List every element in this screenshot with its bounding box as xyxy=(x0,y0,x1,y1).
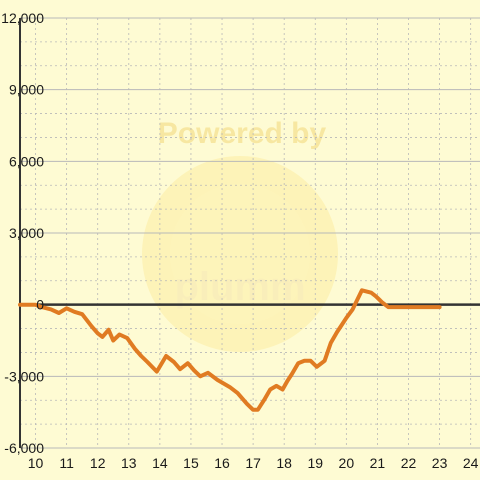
x-tick-label: 23 xyxy=(432,455,448,471)
watermark-powered-by-text: Powered by xyxy=(158,117,327,150)
axes xyxy=(19,18,480,448)
x-tick-label: 10 xyxy=(28,455,44,471)
y-tick-label: 6,000 xyxy=(9,153,44,169)
grid xyxy=(20,17,480,449)
y-tick-label: 9,000 xyxy=(9,82,44,98)
x-tick-label: 17 xyxy=(245,455,261,471)
x-tick-label: 18 xyxy=(276,455,292,471)
x-tick-label: 16 xyxy=(214,455,230,471)
y-tick-label: 0 xyxy=(36,297,44,313)
x-tick-label: 14 xyxy=(152,455,168,471)
x-tick-label: 11 xyxy=(59,455,74,471)
tick-labels: -6,000 -3,000 0 3,000 6,000 9,000 12,000 10 11 12… xyxy=(1,10,479,471)
x-tick-label: 24 xyxy=(463,455,479,471)
x-tick-label: 20 xyxy=(339,455,355,471)
y-tick-label: 12,000 xyxy=(1,10,44,26)
y-tick-label: -3,000 xyxy=(4,368,44,384)
x-tick-label: 12 xyxy=(90,455,106,471)
x-tick-label: 15 xyxy=(183,455,199,471)
x-tick-label: 13 xyxy=(121,455,137,471)
x-tick-label: 21 xyxy=(370,455,386,471)
series-layer xyxy=(18,288,442,412)
x-tick-label: 19 xyxy=(307,455,323,471)
series-line xyxy=(18,288,442,412)
y-tick-label: 3,000 xyxy=(9,225,44,241)
y-tick-label: -6,000 xyxy=(4,440,44,456)
watermark-logo-text: plumm xyxy=(174,265,305,309)
x-tick-label: 22 xyxy=(401,455,417,471)
